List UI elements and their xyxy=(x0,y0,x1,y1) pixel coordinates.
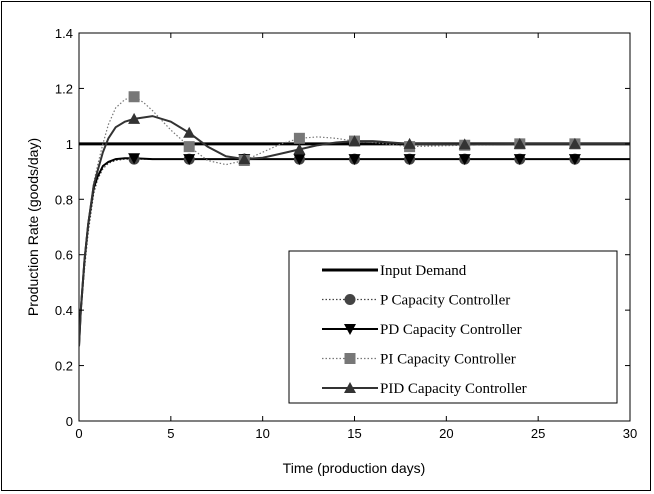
x-tick-label: 15 xyxy=(347,426,361,441)
x-tick-label: 25 xyxy=(531,426,545,441)
series-2-point xyxy=(568,154,581,166)
legend-label: P Capacity Controller xyxy=(380,293,510,309)
x-tick-label: 5 xyxy=(167,426,174,441)
x-tick-label: 30 xyxy=(623,426,637,441)
y-tick-label: 0.4 xyxy=(55,303,73,318)
series-line-4 xyxy=(79,115,630,347)
y-tick-label: 0.2 xyxy=(55,359,73,374)
y-tick-label: 0.6 xyxy=(55,248,73,263)
series-4-point xyxy=(128,112,141,124)
legend-swatch-marker xyxy=(344,324,356,335)
legend-swatch-marker xyxy=(344,353,356,364)
series-2-point xyxy=(458,154,471,166)
series-2-point xyxy=(128,153,141,165)
series-2-point xyxy=(293,154,306,166)
tick-layer: 0 5 10 15 20 25 30 0 0.2 0.4 0.6 0.8 1 1.2 1.4 xyxy=(55,26,637,441)
series-2-point xyxy=(183,154,196,166)
series-3-point xyxy=(293,132,305,144)
series-4-point xyxy=(513,137,526,149)
series-2-point xyxy=(403,154,416,166)
x-axis-label: Time (production days) xyxy=(283,460,426,476)
x-tick-label: 10 xyxy=(255,426,269,441)
series-4-point xyxy=(348,135,361,147)
series-3-point xyxy=(128,91,140,103)
series-4-point xyxy=(238,153,251,165)
legend-swatch-marker xyxy=(344,382,356,393)
legend-label: PD Capacity Controller xyxy=(380,322,522,338)
legend-items: Input Demand P Capacity Controller PD Capa… xyxy=(322,263,527,397)
legend-swatch-marker xyxy=(344,294,356,305)
series-4-point xyxy=(403,137,416,149)
series-4-point xyxy=(293,143,306,155)
series-2-point xyxy=(513,154,526,166)
y-tick-label: 1.2 xyxy=(55,81,73,96)
series-4-point xyxy=(568,137,581,149)
series-2-point xyxy=(348,154,361,166)
y-tick-label: 1.4 xyxy=(55,26,73,41)
legend-label: PID Capacity Controller xyxy=(380,381,527,397)
series-4-point xyxy=(183,126,196,138)
legend: Input Demand P Capacity Controller PD Capa… xyxy=(288,250,618,404)
marker-layer xyxy=(128,91,581,166)
series-line-3 xyxy=(79,96,630,347)
legend-box xyxy=(288,250,618,404)
y-tick-label: 0.8 xyxy=(55,192,73,207)
y-tick-label: 0 xyxy=(66,414,73,429)
series-3-point xyxy=(183,141,195,153)
x-tick-label: 20 xyxy=(439,426,453,441)
x-tick-label: 0 xyxy=(75,426,82,441)
legend-label: Input Demand xyxy=(380,263,467,279)
y-axis-label: Production Rate (goods/day) xyxy=(25,138,41,316)
legend-label: PI Capacity Controller xyxy=(380,352,516,368)
y-tick-label: 1 xyxy=(66,137,73,152)
series-4-point xyxy=(458,138,471,150)
